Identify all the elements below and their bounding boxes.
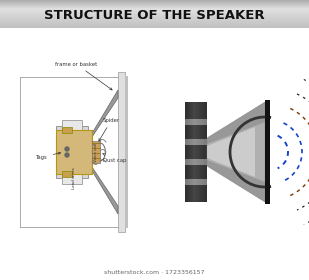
Bar <box>0 15 309 16</box>
Bar <box>0 22 309 23</box>
FancyBboxPatch shape <box>201 102 202 202</box>
FancyBboxPatch shape <box>62 120 82 184</box>
Text: shutterstock.com · 1723356157: shutterstock.com · 1723356157 <box>104 269 204 274</box>
FancyBboxPatch shape <box>187 102 188 202</box>
FancyBboxPatch shape <box>185 179 207 185</box>
FancyBboxPatch shape <box>185 119 207 125</box>
Circle shape <box>65 147 69 151</box>
FancyBboxPatch shape <box>188 102 189 202</box>
Bar <box>0 17 309 18</box>
Bar <box>0 9 309 10</box>
Bar <box>0 7 309 8</box>
Bar <box>0 5 309 6</box>
Polygon shape <box>88 161 118 214</box>
Bar <box>0 0 309 1</box>
Text: Dust cap: Dust cap <box>103 153 126 162</box>
FancyBboxPatch shape <box>185 139 207 145</box>
Bar <box>0 6 309 7</box>
Polygon shape <box>207 102 265 144</box>
Bar <box>0 24 309 25</box>
FancyBboxPatch shape <box>202 102 203 202</box>
FancyBboxPatch shape <box>192 102 193 202</box>
Bar <box>0 19 309 20</box>
Bar <box>0 10 309 11</box>
Bar <box>0 21 309 22</box>
FancyBboxPatch shape <box>194 102 195 202</box>
FancyBboxPatch shape <box>204 102 205 202</box>
FancyBboxPatch shape <box>191 102 192 202</box>
Bar <box>0 8 309 9</box>
Bar <box>0 27 309 28</box>
Text: Spider: Spider <box>99 118 120 141</box>
FancyBboxPatch shape <box>92 141 100 163</box>
FancyBboxPatch shape <box>185 159 207 165</box>
FancyBboxPatch shape <box>185 102 186 202</box>
Text: STRUCTURE OF THE SPEAKER: STRUCTURE OF THE SPEAKER <box>44 8 264 22</box>
Bar <box>0 3 309 4</box>
Bar <box>0 23 309 24</box>
Bar <box>0 1 309 2</box>
Bar <box>0 13 309 14</box>
FancyBboxPatch shape <box>195 102 196 202</box>
FancyBboxPatch shape <box>190 102 191 202</box>
FancyBboxPatch shape <box>196 102 197 202</box>
Text: Tags: Tags <box>36 152 61 160</box>
Text: Lead wires: Lead wires <box>72 167 76 189</box>
FancyBboxPatch shape <box>125 76 128 228</box>
FancyBboxPatch shape <box>193 102 194 202</box>
Bar <box>0 2 309 3</box>
Bar <box>0 4 309 5</box>
Bar <box>0 12 309 13</box>
Bar <box>0 14 309 15</box>
FancyBboxPatch shape <box>189 102 190 202</box>
Text: frame or basket: frame or basket <box>55 62 112 90</box>
FancyBboxPatch shape <box>56 130 92 174</box>
Polygon shape <box>88 90 118 143</box>
FancyBboxPatch shape <box>186 102 187 202</box>
FancyBboxPatch shape <box>203 102 204 202</box>
FancyBboxPatch shape <box>62 127 72 133</box>
FancyBboxPatch shape <box>206 102 207 202</box>
Bar <box>0 20 309 21</box>
Text: Voice coil: Voice coil <box>94 143 98 162</box>
Bar <box>0 26 309 27</box>
FancyBboxPatch shape <box>56 126 88 178</box>
Polygon shape <box>207 160 265 202</box>
Polygon shape <box>207 127 255 177</box>
Circle shape <box>65 153 69 157</box>
FancyBboxPatch shape <box>205 102 206 202</box>
FancyBboxPatch shape <box>198 102 199 202</box>
Bar <box>0 11 309 12</box>
FancyBboxPatch shape <box>62 171 72 177</box>
Bar <box>0 16 309 17</box>
FancyBboxPatch shape <box>197 102 198 202</box>
Polygon shape <box>207 102 265 202</box>
FancyBboxPatch shape <box>199 102 200 202</box>
FancyBboxPatch shape <box>185 102 207 202</box>
Bar <box>0 25 309 26</box>
FancyBboxPatch shape <box>200 102 201 202</box>
FancyBboxPatch shape <box>265 100 270 204</box>
Bar <box>0 18 309 19</box>
FancyBboxPatch shape <box>118 72 125 232</box>
